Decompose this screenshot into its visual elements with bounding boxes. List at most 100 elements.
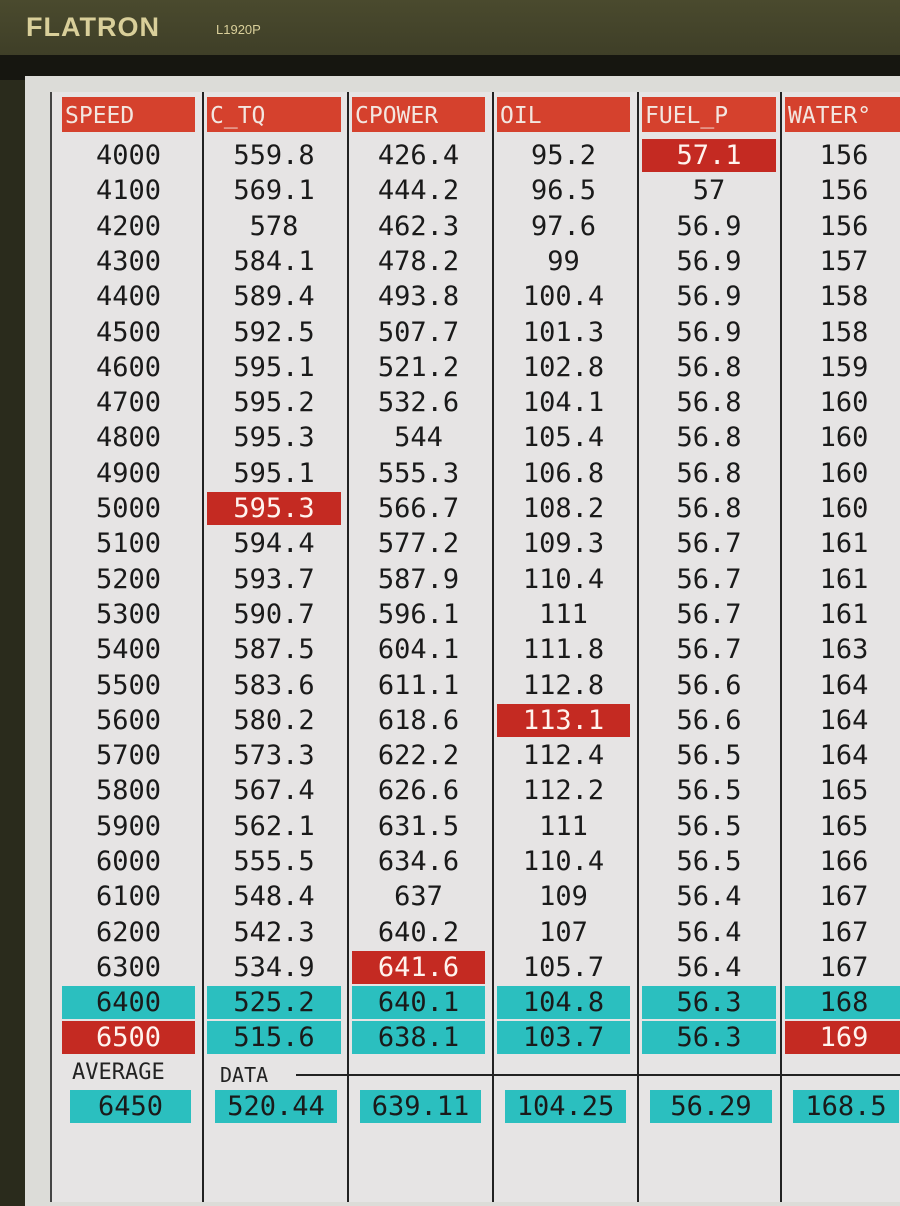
- table-cell: 160: [819, 422, 869, 453]
- table-cell: 56.5: [676, 775, 742, 806]
- table-cell: 160: [819, 387, 869, 418]
- table-cell: 109: [539, 881, 588, 912]
- table-cell: 109.3: [522, 528, 605, 559]
- table-cell: 105.4: [522, 422, 605, 453]
- table-cell: 493.8: [377, 281, 460, 312]
- table-cell: 56.9: [676, 281, 742, 312]
- table-cell: 525.2: [207, 986, 341, 1019]
- table-cell: 57: [692, 175, 726, 206]
- table-cell: 634.6: [377, 846, 460, 877]
- table-cell: 534.9: [233, 952, 315, 983]
- table-cell: 164: [819, 705, 869, 736]
- table-cell: 4100: [95, 175, 162, 206]
- table-cell: 578: [249, 211, 299, 242]
- table-cell: 56.8: [676, 387, 742, 418]
- table-cell: 515.6: [207, 1021, 341, 1054]
- table-cell: 56.7: [676, 599, 742, 630]
- column-header-speed: SPEED: [62, 97, 195, 132]
- table-cell: 592.5: [233, 317, 315, 348]
- table-cell: 5300: [95, 599, 162, 630]
- data-label: DATA: [220, 1063, 269, 1087]
- table-cell: 56.6: [676, 670, 742, 701]
- table-cell: 56.9: [676, 211, 742, 242]
- table-cell: 594.4: [233, 528, 315, 559]
- table-cell: 104.8: [497, 986, 630, 1019]
- table-cell: 105.7: [522, 952, 605, 983]
- table-cell: 584.1: [233, 246, 315, 277]
- inner-bezel: [0, 55, 900, 80]
- table-cell: 641.6: [352, 951, 485, 984]
- table-cell: 532.6: [377, 387, 460, 418]
- table-cell: 165: [819, 811, 869, 842]
- table-cell: 110.4: [522, 564, 605, 595]
- table-cell: 112.2: [522, 775, 605, 806]
- table-cell: 161: [819, 599, 869, 630]
- table-cell: 583.6: [233, 670, 315, 701]
- table-cell: 595.1: [233, 352, 315, 383]
- table-cell: 56.3: [642, 986, 776, 1019]
- table-cell: 542.3: [233, 917, 315, 948]
- table-cell: 640.2: [377, 917, 460, 948]
- table-cell: 95.2: [530, 140, 597, 171]
- table-cell: 56.4: [676, 952, 742, 983]
- table-cell: 110.4: [522, 846, 605, 877]
- table-cell: 160: [819, 493, 869, 524]
- table-cell: 595.3: [233, 422, 315, 453]
- table-cell: 4700: [95, 387, 162, 418]
- table-cell: 573.3: [233, 740, 315, 771]
- table-cell: 567.4: [233, 775, 315, 806]
- monitor-model: L1920P: [216, 22, 261, 37]
- table-cell: 555.3: [377, 458, 460, 489]
- table-cell: 637: [394, 881, 443, 912]
- table-cell: 566.7: [377, 493, 460, 524]
- table-cell: 106.8: [522, 458, 605, 489]
- table-cell: 640.1: [352, 986, 485, 1019]
- table-cell: 103.7: [497, 1021, 630, 1054]
- table-cell: 478.2: [377, 246, 460, 277]
- table-cell: 593.7: [233, 564, 315, 595]
- table-cell: 113.1: [497, 704, 630, 737]
- table-cell: 596.1: [377, 599, 460, 630]
- table-cell: 100.4: [522, 281, 605, 312]
- column-header-c_tq: C_TQ: [207, 97, 341, 132]
- table-cell: 638.1: [352, 1021, 485, 1054]
- table-cell: 631.5: [377, 811, 460, 842]
- table-cell: 569.1: [233, 175, 315, 206]
- table-cell: 167: [819, 952, 869, 983]
- table-cell: 56.4: [676, 917, 742, 948]
- table-cell: 587.5: [233, 634, 315, 665]
- table-cell: 4900: [95, 458, 162, 489]
- table-cell: 5900: [95, 811, 162, 842]
- table-cell: 108.2: [522, 493, 605, 524]
- table-cell: 101.3: [522, 317, 605, 348]
- table-cell: 111: [539, 599, 588, 630]
- table-cell: 5400: [95, 634, 162, 665]
- column-header-water: WATER°: [785, 97, 900, 132]
- table-cell: 97.6: [530, 211, 597, 242]
- column-divider: [202, 92, 204, 1202]
- table-cell: 56.7: [676, 634, 742, 665]
- average-value: 520.44: [215, 1090, 337, 1123]
- table-cell: 580.2: [233, 705, 315, 736]
- table-cell: 99: [547, 246, 580, 277]
- table-cell: 555.5: [233, 846, 315, 877]
- table-cell: 161: [819, 528, 869, 559]
- table-cell: 577.2: [377, 528, 460, 559]
- table-cell: 166: [819, 846, 869, 877]
- table-cell: 157: [819, 246, 869, 277]
- column-header-oil: OIL: [497, 97, 630, 132]
- table-cell: 167: [819, 881, 869, 912]
- table-cell: 4600: [95, 352, 162, 383]
- table-cell: 56.3: [642, 1021, 776, 1054]
- table-cell: 6000: [95, 846, 162, 877]
- table-cell: 56.7: [676, 564, 742, 595]
- table-cell: 5200: [95, 564, 162, 595]
- table-cell: 56.5: [676, 740, 742, 771]
- column-divider: [347, 92, 349, 1202]
- table-cell: 56.8: [676, 422, 742, 453]
- table-cell: 595.3: [207, 492, 341, 525]
- column-divider: [780, 92, 782, 1202]
- table-cell: 96.5: [530, 175, 597, 206]
- table-cell: 56.9: [676, 317, 742, 348]
- table-cell: 5800: [95, 775, 162, 806]
